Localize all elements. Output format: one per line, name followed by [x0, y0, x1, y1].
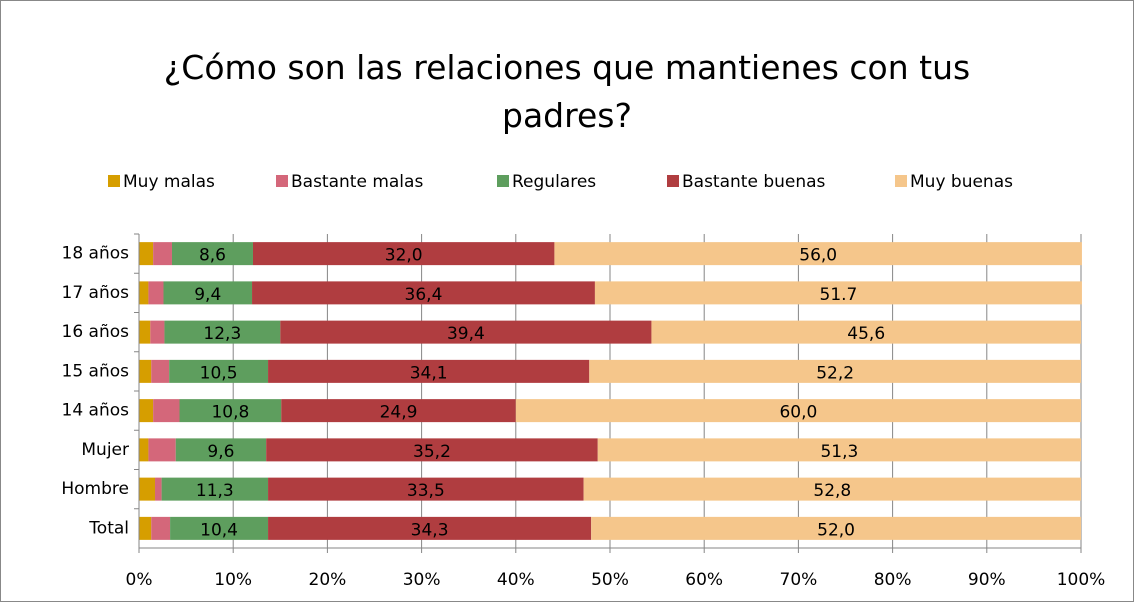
data-label: 33,5: [407, 481, 445, 501]
y-tick-label: 14 años: [62, 401, 130, 421]
data-label: 35,2: [413, 442, 451, 462]
bar-segment: [139, 399, 154, 423]
data-label: 39,4: [447, 324, 485, 344]
data-label: 10,4: [200, 520, 238, 540]
bar-segment: [179, 399, 282, 423]
legend-label: Muy malas: [123, 172, 215, 192]
legend-swatch: [895, 175, 907, 187]
x-tick-label: 30%: [403, 570, 441, 590]
x-tick-label: 40%: [497, 570, 535, 590]
data-label: 9,4: [194, 285, 221, 305]
bar-segment: [594, 281, 1082, 305]
legend-label: Bastante malas: [291, 172, 423, 192]
data-label: 9,6: [207, 442, 234, 462]
y-tick-label: Mujer: [81, 440, 129, 460]
legend-swatch: [276, 175, 288, 187]
bar-segment: [589, 359, 1081, 383]
legend-swatch: [667, 175, 679, 187]
bar-segment: [280, 320, 652, 344]
bar-segment: [150, 320, 165, 344]
bar-segment: [148, 438, 176, 462]
x-tick-label: 80%: [874, 570, 912, 590]
bar-segment: [153, 399, 180, 423]
bar-segment: [139, 516, 152, 540]
data-label: 34,3: [411, 520, 449, 540]
data-label: 12,3: [203, 324, 241, 344]
data-label: 34,1: [410, 363, 448, 383]
data-label: 11,3: [196, 481, 234, 501]
data-label: 8,6: [199, 246, 226, 266]
x-tick-label: 50%: [591, 570, 629, 590]
y-tick-label: 17 años: [62, 283, 130, 303]
bar-segment: [268, 477, 584, 501]
bar-segment: [151, 516, 171, 540]
data-label: 10,8: [211, 403, 249, 423]
data-label: 52,2: [816, 363, 854, 383]
bar-segment: [151, 359, 170, 383]
bar-segment: [591, 516, 1081, 540]
bar-segment: [171, 242, 253, 266]
bar-segment: [139, 477, 156, 501]
data-label: 36,4: [405, 285, 443, 305]
data-label: 56,0: [799, 246, 837, 266]
y-tick-label: Total: [88, 518, 129, 538]
bar-segment: [139, 438, 149, 462]
bar-segment: [252, 242, 555, 266]
x-tick-label: 100%: [1057, 570, 1106, 590]
bar-segment: [281, 399, 516, 423]
bar-segment: [155, 477, 162, 501]
data-label: 10,5: [200, 363, 238, 383]
bar-segment: [266, 438, 598, 462]
bar-segment: [163, 281, 253, 305]
bar-segment: [175, 438, 267, 462]
x-tick-label: 0%: [126, 570, 153, 590]
bar-segment: [268, 359, 590, 383]
bar-segment: [161, 477, 269, 501]
chart-title: ¿Cómo son las relaciones que mantienes c…: [163, 48, 971, 135]
legend-label: Muy buenas: [910, 172, 1013, 192]
x-tick-label: 70%: [780, 570, 818, 590]
bar-segment: [164, 320, 281, 344]
bar-segment: [139, 359, 152, 383]
y-tick-label: 16 años: [62, 322, 130, 342]
legend-swatch: [497, 175, 509, 187]
data-label: 51,3: [820, 442, 858, 462]
data-label: 32,0: [385, 246, 423, 266]
bar-segment: [139, 242, 154, 266]
legend-label: Bastante buenas: [682, 172, 826, 192]
data-label: 52,8: [813, 481, 851, 501]
data-label: 52,0: [817, 520, 855, 540]
bar-segment: [170, 516, 269, 540]
legend-swatch: [108, 175, 120, 187]
x-tick-label: 10%: [214, 570, 252, 590]
legend-label: Regulares: [512, 172, 596, 192]
bar-segment: [139, 320, 151, 344]
bar-segment: [554, 242, 1082, 266]
bar-segment: [597, 438, 1081, 462]
bar-segment: [153, 242, 172, 266]
bar-segment: [515, 399, 1081, 423]
bar-segment: [169, 359, 269, 383]
y-tick-label: Hombre: [61, 479, 129, 499]
bar-segment: [252, 281, 595, 305]
data-label: 24,9: [380, 403, 418, 423]
y-tick-label: 15 años: [62, 361, 130, 381]
bar-segment: [139, 281, 149, 305]
y-tick-label: 18 años: [62, 244, 130, 264]
data-label: 45,6: [847, 324, 885, 344]
bar-segment: [651, 320, 1081, 344]
x-tick-label: 90%: [968, 570, 1006, 590]
bar-segment: [268, 516, 592, 540]
bar-segment: [583, 477, 1081, 501]
bar-segment: [148, 281, 164, 305]
data-label: 51.7: [820, 285, 858, 305]
x-tick-label: 60%: [685, 570, 723, 590]
data-label: 60,0: [779, 403, 817, 423]
x-tick-label: 20%: [309, 570, 347, 590]
